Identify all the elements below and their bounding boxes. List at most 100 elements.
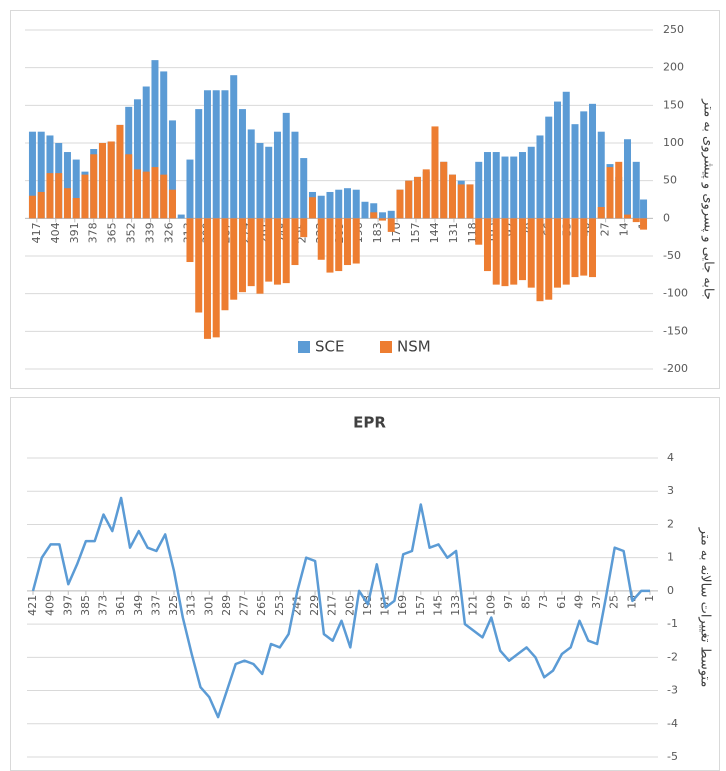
x-tick-label: 97 bbox=[502, 595, 515, 609]
line-series bbox=[31, 496, 650, 719]
bar bbox=[483, 218, 491, 272]
x-tick-label: 421 bbox=[26, 595, 39, 616]
y-tick-label: -150 bbox=[663, 324, 688, 337]
x-tick-label: 289 bbox=[220, 595, 233, 616]
y-tick-label: 100 bbox=[663, 136, 684, 149]
y-tick-label: 1 bbox=[667, 551, 674, 564]
bar bbox=[387, 210, 395, 219]
legend-swatch bbox=[298, 341, 310, 353]
bar bbox=[291, 218, 299, 266]
bar bbox=[588, 103, 596, 219]
bar bbox=[230, 75, 238, 219]
y-tick-label: 4 bbox=[667, 451, 674, 464]
bar bbox=[632, 161, 640, 219]
bar bbox=[545, 218, 553, 300]
bar bbox=[282, 112, 290, 219]
bar bbox=[422, 169, 430, 219]
x-tick-label: 339 bbox=[144, 222, 157, 243]
bar bbox=[440, 161, 448, 219]
y-tick-label: 50 bbox=[663, 174, 677, 187]
x-tick-label: 1 bbox=[643, 595, 656, 602]
bar bbox=[300, 158, 308, 219]
bar bbox=[142, 86, 150, 219]
y-tick-label: -4 bbox=[667, 717, 678, 730]
x-tick-label: 349 bbox=[132, 595, 145, 616]
bar bbox=[247, 129, 255, 219]
bar bbox=[186, 218, 194, 263]
legend-label: SCE bbox=[315, 338, 344, 356]
x-tick-label: 378 bbox=[87, 222, 100, 243]
bar bbox=[125, 154, 133, 219]
bar bbox=[238, 109, 246, 219]
x-tick-label: 385 bbox=[79, 595, 92, 616]
y-axis-label: متوسط تغییرات سالانه به متر bbox=[698, 527, 713, 688]
x-tick-label: 133 bbox=[449, 595, 462, 616]
chart-frame bbox=[10, 397, 720, 771]
bar bbox=[553, 101, 561, 219]
x-tick-label: 397 bbox=[61, 595, 74, 616]
bar bbox=[361, 201, 369, 219]
bar bbox=[431, 126, 439, 219]
x-tick-label: 85 bbox=[520, 595, 533, 609]
x-tick-label: 169 bbox=[396, 595, 409, 616]
bar bbox=[291, 131, 299, 219]
bar bbox=[195, 109, 203, 219]
bar bbox=[562, 91, 570, 219]
x-tick-label: 365 bbox=[106, 222, 119, 243]
bar bbox=[640, 218, 648, 230]
bar bbox=[326, 191, 334, 219]
y-tick-label: 3 bbox=[667, 484, 674, 497]
bar bbox=[518, 152, 526, 219]
y-tick-label: -200 bbox=[663, 362, 688, 375]
y-axis-label: جابه جایی و پسروی و پیشروی به متر bbox=[701, 98, 716, 300]
bar bbox=[527, 146, 535, 219]
bar bbox=[545, 116, 553, 219]
bar bbox=[501, 218, 509, 287]
bar bbox=[623, 214, 631, 219]
bar bbox=[571, 124, 579, 219]
x-tick-label: 37 bbox=[590, 595, 603, 609]
y-tick-label: -50 bbox=[663, 249, 681, 262]
x-tick-label: 361 bbox=[114, 595, 127, 616]
bar bbox=[247, 218, 255, 287]
bar bbox=[265, 146, 273, 219]
bar bbox=[475, 218, 483, 245]
x-tick-label: 404 bbox=[49, 222, 62, 243]
bar bbox=[597, 207, 605, 219]
bar bbox=[133, 169, 141, 219]
bar bbox=[212, 218, 220, 338]
bar bbox=[378, 218, 386, 221]
bar bbox=[370, 203, 378, 219]
bar bbox=[168, 189, 176, 219]
bar bbox=[553, 218, 561, 288]
x-tick-label: 61 bbox=[555, 595, 568, 609]
bar bbox=[28, 131, 36, 219]
x-tick-label: 109 bbox=[484, 595, 497, 616]
bar bbox=[492, 218, 500, 285]
bar bbox=[466, 184, 474, 219]
bar bbox=[273, 131, 281, 219]
x-tick-label: 25 bbox=[608, 595, 621, 609]
bar bbox=[413, 176, 421, 219]
bar bbox=[518, 218, 526, 281]
x-tick-label: 157 bbox=[409, 222, 422, 243]
bar bbox=[72, 197, 80, 219]
bar bbox=[203, 90, 211, 219]
bar bbox=[335, 218, 343, 272]
x-tick-label: 325 bbox=[167, 595, 180, 616]
bar bbox=[536, 135, 544, 219]
bar bbox=[133, 99, 141, 219]
bar bbox=[221, 90, 229, 219]
bar bbox=[160, 71, 168, 219]
bar bbox=[221, 218, 229, 311]
bar bbox=[273, 218, 281, 285]
bar bbox=[256, 143, 264, 219]
x-tick-label: 337 bbox=[149, 595, 162, 616]
x-tick-label: 217 bbox=[326, 595, 339, 616]
bar bbox=[405, 180, 413, 219]
bar bbox=[623, 139, 631, 219]
bar bbox=[308, 197, 316, 219]
bar bbox=[168, 120, 176, 219]
bar bbox=[151, 60, 159, 219]
x-tick-label: 352 bbox=[125, 222, 138, 243]
